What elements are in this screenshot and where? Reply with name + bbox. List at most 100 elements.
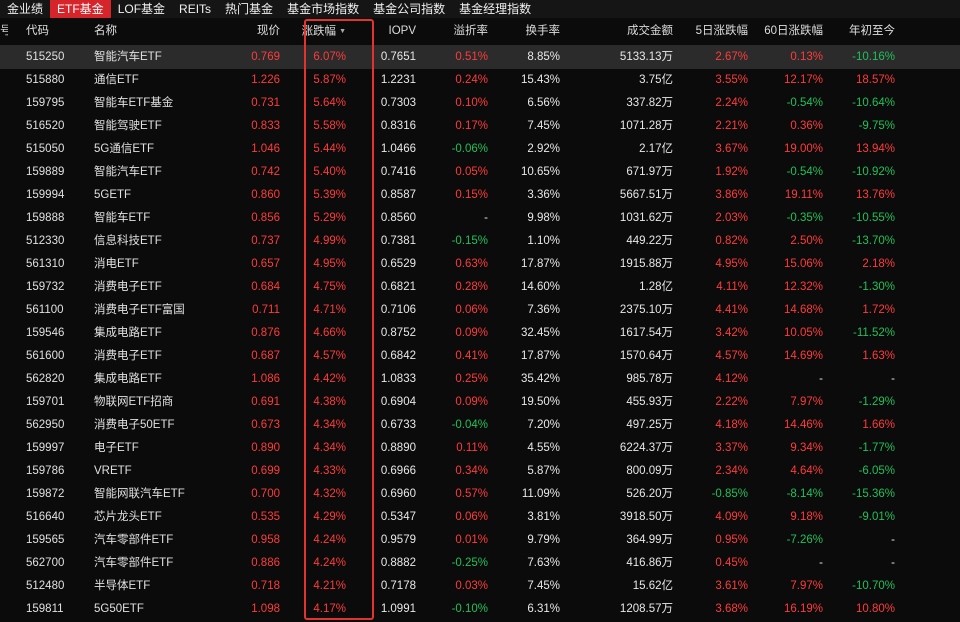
table-row[interactable]: 516520 智能驾驶ETF 0.833 5.58% 0.8316 0.17% 7.45% 1… (0, 115, 960, 138)
cell-ytd: - (891, 533, 895, 546)
cell-name: 集成电路ETF (94, 326, 162, 339)
cell-60day-change: 0.13% (748, 45, 823, 69)
cell-code: 159811 (26, 602, 64, 615)
cell-turnover: 6.56% (527, 96, 560, 109)
cell-ytd: 2.18% (862, 257, 895, 270)
row-number (0, 184, 8, 207)
cell-iopv: 0.6966 (380, 464, 416, 477)
cell-change: 5.58% (313, 119, 346, 132)
cell-premium: -0.06% (451, 142, 488, 155)
table-row[interactable]: 515250 智能汽车ETF 0.769 6.07% 0.7651 0.51% 8.85% 5… (0, 45, 960, 69)
cell-iopv: 0.7416 (380, 165, 416, 178)
col-header-number[interactable]: 号 (0, 19, 8, 46)
cell-ytd: 13.76% (855, 188, 895, 201)
cell-ytd: -10.55% (852, 211, 895, 224)
row-number (0, 368, 8, 391)
tab-3[interactable]: REITs (179, 2, 212, 16)
cell-60day-change: 10.05% (783, 326, 823, 339)
cell-name: 智能网联汽车ETF (94, 487, 185, 500)
table-row[interactable]: 515880 通信ETF 1.226 5.87% 1.2231 0.24% 15.43% 3.… (0, 69, 960, 92)
cell-premium: 0.63% (455, 257, 488, 270)
table-row[interactable]: 561310 消电ETF 0.657 4.95% 0.6529 0.63% 17.87% 19… (0, 253, 960, 276)
cell-premium: 0.03% (455, 579, 488, 592)
cell-60day-change: 7.97% (790, 395, 823, 408)
table-row[interactable]: 159546 集成电路ETF 0.876 4.66% 0.8752 0.09% 32.45%… (0, 322, 960, 345)
cell-5day-change: 4.18% (715, 418, 748, 431)
cell-code: 561100 (26, 303, 64, 316)
cell-name: 消电ETF (94, 257, 139, 270)
table-row[interactable]: 159997 电子ETF 0.890 4.34% 0.8890 0.11% 4.55% 622… (0, 437, 960, 460)
cell-spacer (895, 138, 960, 161)
cell-spacer (895, 207, 960, 230)
col-header-code[interactable]: 代码 (8, 19, 88, 46)
cell-price: 1.086 (251, 372, 280, 385)
col-header-price[interactable]: 现价 (188, 19, 280, 46)
table-row[interactable]: 516640 芯片龙头ETF 0.535 4.29% 0.5347 0.06% 3.81% 3… (0, 506, 960, 529)
col-header-ytd[interactable]: 年初至今 (823, 19, 895, 46)
col-header-premium[interactable]: 溢折率 (416, 19, 488, 46)
row-number (0, 69, 8, 92)
cell-code: 562820 (26, 372, 65, 385)
cell-change: 4.32% (313, 487, 346, 500)
cell-ytd: -9.75% (858, 119, 895, 132)
cell-amount: 1915.88万 (619, 257, 673, 270)
table-row[interactable]: 515050 5G通信ETF 1.046 5.44% 1.0466 -0.06% 2.92%… (0, 138, 960, 161)
tab-2[interactable]: LOF基金 (117, 2, 166, 16)
cell-turnover: 7.45% (527, 119, 560, 132)
cell-spacer (895, 460, 960, 483)
row-number (0, 322, 8, 345)
table-row[interactable]: 159732 消费电子ETF 0.684 4.75% 0.6821 0.28% 14.60%… (0, 276, 960, 299)
table-row[interactable]: 561600 消费电子ETF 0.687 4.57% 0.6842 0.41% 17.87%… (0, 345, 960, 368)
cell-code: 159872 (26, 487, 65, 500)
table-row[interactable]: 562820 集成电路ETF 1.086 4.42% 1.0833 0.25% 35.42%… (0, 368, 960, 391)
tab-1[interactable]: ETF基金 (50, 0, 111, 18)
col-header-turnover[interactable]: 换手率 (488, 19, 560, 46)
cell-premium: -0.04% (451, 418, 488, 431)
table-row[interactable]: 562700 汽车零部件ETF 0.886 4.24% 0.8882 -0.25% 7.63… (0, 552, 960, 575)
cell-premium: 0.11% (456, 441, 488, 454)
cell-change: 5.40% (313, 165, 346, 178)
table-row[interactable]: 512480 半导体ETF 0.718 4.21% 0.7178 0.03% 7.45% 15… (0, 575, 960, 598)
cell-change: 4.71% (313, 303, 346, 316)
cell-ytd: - (891, 556, 895, 569)
tab-6[interactable]: 基金公司指数 (373, 2, 446, 16)
cell-5day-change: -0.85% (711, 487, 748, 500)
cell-change: 4.33% (313, 464, 346, 477)
table-row[interactable]: 159811 5G50ETF 1.098 4.17% 1.0991 -0.10% 6.31%… (0, 598, 960, 621)
tab-0[interactable]: 金业绩 (7, 2, 44, 16)
table-row[interactable]: 159888 智能车ETF 0.856 5.29% 0.8560 - 9.98% 1031.6… (0, 207, 960, 230)
cell-price: 0.742 (251, 165, 280, 178)
tab-4[interactable]: 热门基金 (225, 2, 274, 16)
cell-5day-change: 4.09% (715, 510, 748, 523)
cell-5day-change: 2.34% (715, 464, 748, 477)
col-header-name[interactable]: 名称 (88, 19, 188, 46)
table-row[interactable]: 159994 5GETF 0.860 5.39% 0.8587 0.15% 3.36% 566… (0, 184, 960, 207)
cell-amount: 497.25万 (626, 418, 673, 431)
cell-premium: - (484, 211, 488, 224)
table-row[interactable]: 562950 消费电子50ETF 0.673 4.34% 0.6733 -0.04% 7.2… (0, 414, 960, 437)
table-row[interactable]: 159786 VRETF 0.699 4.33% 0.6966 0.34% 5.87% 800… (0, 460, 960, 483)
cell-name: 智能车ETF (94, 211, 151, 224)
tab-7[interactable]: 基金经理指数 (459, 2, 532, 16)
cell-name: 电子ETF (94, 441, 139, 454)
table-row[interactable]: 512330 信息科技ETF 0.737 4.99% 0.7381 -0.15% 1.10%… (0, 230, 960, 253)
table-row[interactable]: 159701 物联网ETF招商 0.691 4.38% 0.6904 0.09% 19.50… (0, 391, 960, 414)
cell-turnover: 15.43% (520, 73, 560, 86)
col-header-60day-change[interactable]: 60日涨跌幅 (748, 19, 823, 46)
cell-iopv: 0.8587 (380, 188, 416, 201)
col-header-iopv[interactable]: IOPV (360, 19, 416, 46)
table-row[interactable]: 159565 汽车零部件ETF 0.958 4.24% 0.9579 0.01% 9.79%… (0, 529, 960, 552)
table-row[interactable]: 159889 智能汽车ETF 0.742 5.40% 0.7416 0.05% 10.65%… (0, 161, 960, 184)
table-row[interactable]: 159872 智能网联汽车ETF 0.700 4.32% 0.6960 0.57% 11.0… (0, 483, 960, 506)
cell-amount: 15.62亿 (632, 579, 673, 592)
col-header-5day-change[interactable]: 5日涨跌幅 (673, 19, 748, 46)
cell-price: 0.700 (251, 487, 280, 500)
cell-price: 1.046 (251, 142, 280, 155)
table-row[interactable]: 561100 消费电子ETF富国 0.711 4.71% 0.7106 0.06% 7.36… (0, 299, 960, 322)
cell-60day-change: 2.50% (790, 234, 823, 247)
table-row[interactable]: 159795 智能车ETF基金 0.731 5.64% 0.7303 0.10% 6.56%… (0, 92, 960, 115)
col-header-change[interactable]: 涨跌幅 ▼ (280, 19, 360, 46)
tab-5[interactable]: 基金市场指数 (287, 2, 360, 16)
col-header-amount[interactable]: 成交金额 (560, 19, 673, 46)
cell-premium: 0.06% (455, 510, 488, 523)
